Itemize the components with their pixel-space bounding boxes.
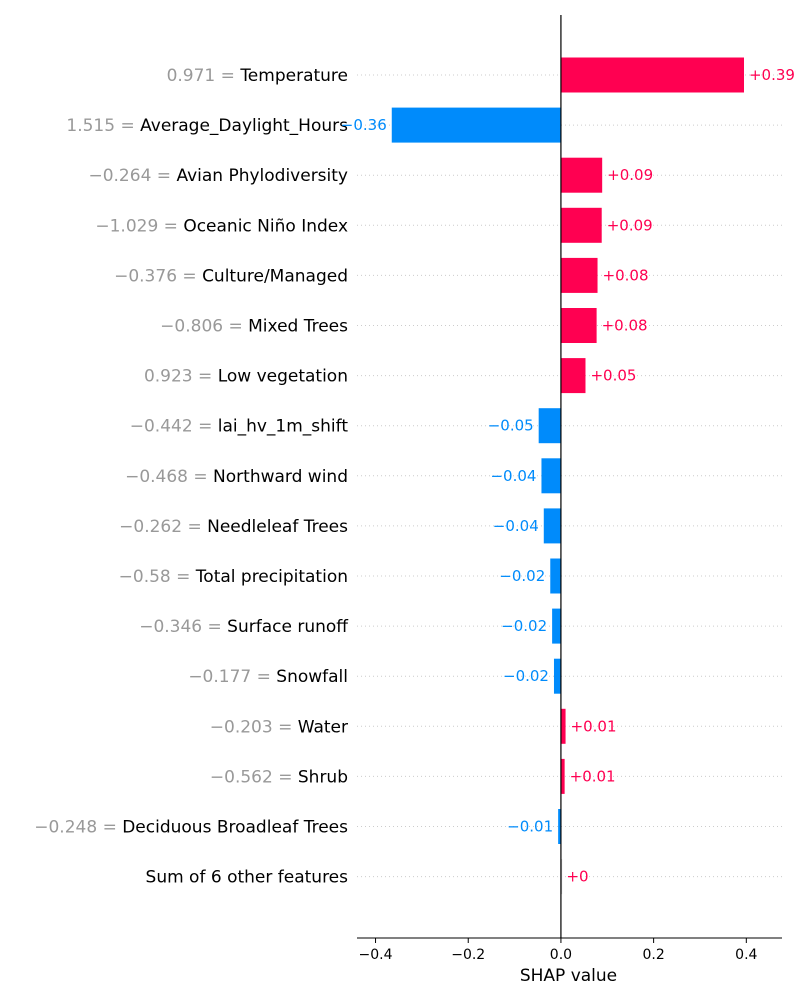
feature-label: −0.264 = Avian Phylodiversity	[88, 166, 348, 186]
feature-name: Northward wind	[213, 467, 348, 487]
bar-value-label: +0.09	[607, 166, 653, 184]
shap-bar	[391, 107, 561, 143]
row-guide-lines	[357, 74, 782, 878]
bar-value-labels: +0.39 −0.36 +0.09 +0.09 +0.08 +0.08 +0.05 −0.05…	[341, 66, 795, 886]
shap-bar	[560, 859, 563, 895]
x-axis: −0.4 −0.2 0.0 0.2 0.4	[357, 937, 782, 963]
feature-name: Water	[298, 717, 348, 737]
feature-name: Deciduous Broadleaf Trees	[122, 818, 348, 838]
feature-label: 0.923 = Low vegetation	[144, 367, 348, 387]
feature-label: −0.58 = Total precipitation	[119, 567, 348, 587]
bar-value-label: +0.01	[571, 717, 617, 735]
feature-label: −0.442 = lai_hv_1m_shift	[130, 417, 349, 437]
shap-bar	[560, 257, 598, 293]
feature-name: Average_Daylight_Hours	[140, 116, 348, 136]
shap-bar	[560, 308, 597, 343]
shap-bar	[552, 608, 561, 644]
feature-value: 0.923 =	[144, 367, 218, 387]
feature-value: −0.346 =	[139, 617, 227, 637]
x-tick-label: 0.0	[550, 947, 572, 963]
feature-label: −0.806 = Mixed Trees	[160, 317, 348, 337]
feature-name: Shrub	[298, 767, 348, 787]
feature-name: lai_hv_1m_shift	[218, 417, 349, 437]
bar-value-label: +0.08	[602, 317, 648, 335]
shap-bar	[560, 358, 586, 394]
feature-label: 0.971 = Temperature	[167, 66, 348, 86]
bar-value-label: −0.02	[499, 567, 545, 585]
feature-value: 1.515 =	[66, 116, 140, 136]
bar-value-label: −0.05	[488, 417, 534, 435]
shap-bar	[541, 458, 561, 494]
feature-name: Needleleaf Trees	[207, 517, 348, 537]
feature-value: −0.177 =	[188, 667, 276, 687]
feature-value: −0.248 =	[34, 818, 122, 838]
feature-value: −0.806 =	[160, 317, 248, 337]
feature-value: −0.203 =	[210, 717, 298, 737]
shap-bar	[543, 508, 561, 544]
x-tick-label: −0.4	[359, 947, 393, 963]
bar-value-label: +0.09	[607, 216, 653, 234]
bar-value-label: +0.05	[590, 367, 636, 385]
bar-value-label: +0.01	[570, 767, 616, 785]
shap-bar	[560, 758, 565, 794]
feature-name: Mixed Trees	[248, 317, 348, 337]
shap-bar	[558, 809, 561, 844]
feature-label: −1.029 = Oceanic Niño Index	[95, 216, 348, 236]
bar-value-label: −0.36	[341, 116, 387, 134]
feature-label: −0.262 = Needleleaf Trees	[119, 517, 348, 537]
feature-label: −0.177 = Snowfall	[188, 667, 348, 687]
bar-value-label: −0.02	[501, 617, 547, 635]
feature-name: Surface runoff	[227, 617, 349, 637]
feature-value: −0.376 =	[114, 266, 202, 286]
shap-bars	[391, 57, 744, 895]
feature-name: Oceanic Niño Index	[183, 216, 348, 236]
feature-label: Sum of 6 other features	[146, 868, 349, 888]
feature-name: Total precipitation	[195, 567, 348, 587]
feature-value: −0.264 =	[88, 166, 176, 186]
feature-value: −1.029 =	[95, 216, 183, 236]
feature-value: −0.562 =	[210, 767, 298, 787]
x-axis-label: SHAP value	[520, 966, 617, 986]
x-tick-label: 0.4	[735, 947, 757, 963]
bar-value-label: −0.01	[507, 818, 553, 836]
feature-value: −0.58 =	[119, 567, 196, 587]
feature-name: Avian Phylodiversity	[176, 166, 348, 186]
feature-label: −0.376 = Culture/Managed	[114, 266, 348, 286]
feature-labels: 0.971 = Temperature 1.515 = Average_Dayli…	[34, 66, 349, 888]
feature-value: −0.442 =	[130, 417, 218, 437]
shap-bar	[560, 708, 566, 744]
bar-value-label: −0.04	[493, 517, 539, 535]
shap-bar	[550, 558, 561, 594]
feature-value: −0.468 =	[125, 467, 213, 487]
x-tick-label: −0.2	[451, 947, 485, 963]
feature-label: −0.562 = Shrub	[210, 767, 348, 787]
feature-name: Sum of 6 other features	[146, 868, 349, 888]
bar-value-label: −0.04	[490, 467, 536, 485]
feature-value: −0.262 =	[119, 517, 207, 537]
feature-label: −0.346 = Surface runoff	[139, 617, 349, 637]
bar-value-label: −0.02	[503, 667, 549, 685]
feature-label: −0.203 = Water	[210, 717, 348, 737]
feature-label: 1.515 = Average_Daylight_Hours	[66, 116, 348, 136]
shap-bar	[560, 157, 603, 193]
bar-value-label: +0.08	[603, 266, 649, 284]
feature-label: −0.468 = Northward wind	[125, 467, 348, 487]
feature-name: Temperature	[239, 66, 348, 86]
feature-name: Low vegetation	[218, 367, 348, 387]
feature-label: −0.248 = Deciduous Broadleaf Trees	[34, 818, 348, 838]
feature-name: Snowfall	[276, 667, 348, 687]
bar-value-label: +0.39	[749, 66, 795, 84]
bar-value-label: +0	[566, 868, 588, 886]
feature-value: 0.971 =	[167, 66, 241, 86]
shap-bar	[560, 207, 602, 243]
shap-bar	[538, 408, 561, 444]
feature-name: Culture/Managed	[202, 266, 348, 286]
shap-bar	[553, 658, 561, 694]
x-tick-label: 0.2	[642, 947, 664, 963]
shap-bar	[560, 57, 744, 93]
